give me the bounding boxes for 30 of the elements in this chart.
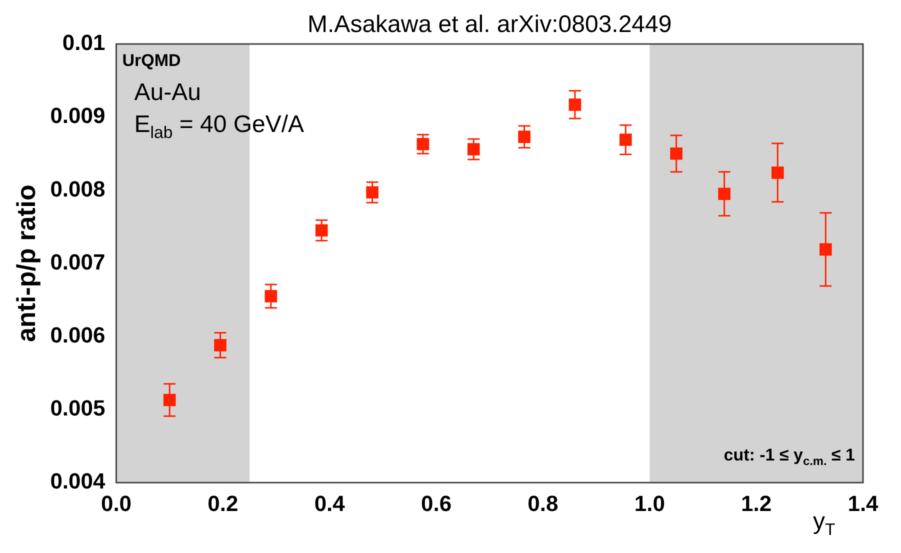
chart-title: M.Asakawa et al. arXiv:0803.2449 xyxy=(308,11,672,38)
point xyxy=(467,143,480,156)
x-tick-label: 1.2 xyxy=(741,490,772,516)
point xyxy=(619,134,632,146)
point xyxy=(820,243,832,256)
point xyxy=(568,98,582,111)
point xyxy=(670,147,682,160)
point xyxy=(366,186,378,199)
point xyxy=(315,224,328,237)
point xyxy=(214,339,226,352)
annotation: UrQMD xyxy=(122,51,181,70)
y-tick-label: 0.006 xyxy=(50,322,106,348)
y-tick-label: 0.01 xyxy=(62,30,106,56)
y-tick-label: 0.009 xyxy=(50,103,106,128)
y-tick-label: 0.005 xyxy=(50,396,106,421)
point xyxy=(264,290,278,302)
annotation: Au-Au xyxy=(134,79,201,106)
x-tick-label: 1.4 xyxy=(848,490,880,516)
y-tick-label: 0.008 xyxy=(50,176,106,202)
x-tick-label: 0.8 xyxy=(528,490,558,516)
y-tick-label: 0.007 xyxy=(50,249,106,274)
x-tick-label: 0.2 xyxy=(208,490,238,516)
point xyxy=(772,166,784,179)
point xyxy=(518,130,530,143)
y-axis-title: anti-p/p ratio xyxy=(10,184,41,342)
x-tick-label: 1.0 xyxy=(634,490,665,516)
point xyxy=(718,188,730,200)
point xyxy=(163,394,176,406)
x-tick-label: 0.6 xyxy=(420,490,452,516)
x-tick-label: 0.4 xyxy=(314,490,346,516)
